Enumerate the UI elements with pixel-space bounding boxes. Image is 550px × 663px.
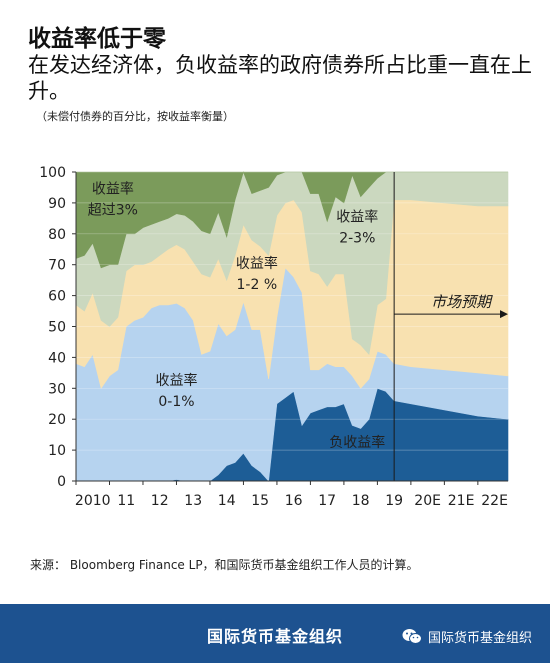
y-tick-label: 20 xyxy=(48,412,66,428)
x-tick-label: 21E xyxy=(448,493,475,509)
area-label: 收益率 xyxy=(155,372,197,389)
area-label: 2-3% xyxy=(339,230,375,246)
y-tick-label: 40 xyxy=(48,350,66,366)
area-label: 收益率 xyxy=(336,208,378,225)
wechat-account[interactable]: 国际货币基金组织 xyxy=(402,627,532,646)
wechat-account-label: 国际货币基金组织 xyxy=(427,631,532,646)
source-note: 来源： Bloomberg Finance LP，和国际货币基金组织工作人员的计… xyxy=(30,558,419,572)
y-tick-label: 60 xyxy=(48,289,66,305)
wechat-icon xyxy=(402,629,422,644)
area-label: 1-2 % xyxy=(237,277,278,293)
x-tick-label: 12 xyxy=(151,493,169,509)
x-tick-label: 20E xyxy=(414,493,441,509)
y-tick-label: 50 xyxy=(48,320,66,336)
x-tick-label: 18 xyxy=(352,493,370,509)
area-label: 0-1% xyxy=(158,394,194,410)
y-tick-label: 0 xyxy=(57,474,66,490)
x-tick-label: 14 xyxy=(218,493,236,509)
y-tick-label: 10 xyxy=(48,443,66,459)
chart-units-note: （未偿付债券的百分比，按收益率衡量） xyxy=(36,110,234,123)
y-tick-label: 100 xyxy=(39,165,66,181)
x-tick-label: 19 xyxy=(385,493,403,509)
x-tick-label: 16 xyxy=(285,493,303,509)
chart-title: 收益率低于零 xyxy=(28,26,166,52)
chart-subtitle: 在发达经济体，负收益率的政府债券所占比重一直在上升。 xyxy=(28,53,532,103)
y-tick-label: 30 xyxy=(48,381,66,397)
x-tick-label: 17 xyxy=(318,493,336,509)
x-tick-label: 2010 xyxy=(75,493,111,509)
area-yield-over-3 xyxy=(75,171,508,269)
x-tick-label: 22E xyxy=(481,493,508,509)
forecast-label: 市场预期 xyxy=(431,293,493,311)
x-tick-label: 11 xyxy=(117,493,135,509)
x-tick-label: 15 xyxy=(251,493,269,509)
y-tick-label: 80 xyxy=(48,227,66,243)
y-tick-label: 90 xyxy=(48,196,66,212)
area-label: 超过3% xyxy=(88,203,138,219)
area-layer xyxy=(75,171,509,482)
area-label: 收益率 xyxy=(236,255,278,272)
stacked-area-chart: 市场预期 0 10 20 30 40 50 60 70 80 90 100 2010 11 12 13 14 1… xyxy=(39,165,509,509)
area-label: 负收益率 xyxy=(329,434,385,451)
footer-org-name: 国际货币基金组织 xyxy=(206,627,343,646)
area-label: 收益率 xyxy=(92,181,134,198)
gridlines xyxy=(76,171,508,451)
forecast-arrow-head xyxy=(500,310,508,319)
y-tick-label: 70 xyxy=(48,258,66,274)
forecast-marker: 市场预期 xyxy=(393,172,508,481)
x-tick-label: 13 xyxy=(184,493,202,509)
footer-bar: 国际货币基金组织 国际货币基金组织 xyxy=(0,604,550,663)
axes: 0 10 20 30 40 50 60 70 80 90 100 2010 11 12 13 14 15 16 17… xyxy=(39,165,508,509)
